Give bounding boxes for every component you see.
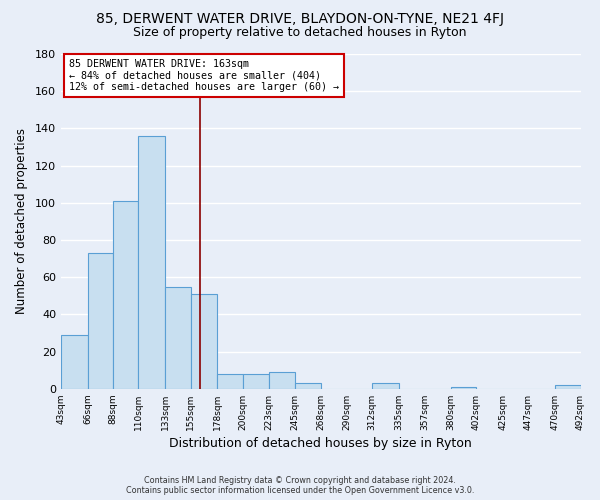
Text: 85, DERWENT WATER DRIVE, BLAYDON-ON-TYNE, NE21 4FJ: 85, DERWENT WATER DRIVE, BLAYDON-ON-TYNE… — [96, 12, 504, 26]
Bar — [555, 385, 581, 389]
Bar — [139, 136, 165, 389]
X-axis label: Distribution of detached houses by size in Ryton: Distribution of detached houses by size … — [169, 437, 472, 450]
Bar — [372, 383, 399, 389]
Bar — [88, 253, 113, 389]
Bar — [165, 286, 191, 389]
Bar — [217, 374, 242, 389]
Bar — [295, 383, 321, 389]
Bar — [242, 374, 269, 389]
Bar — [191, 294, 217, 389]
Bar — [61, 335, 88, 389]
Text: 85 DERWENT WATER DRIVE: 163sqm
← 84% of detached houses are smaller (404)
12% of: 85 DERWENT WATER DRIVE: 163sqm ← 84% of … — [69, 59, 339, 92]
Text: Size of property relative to detached houses in Ryton: Size of property relative to detached ho… — [133, 26, 467, 39]
Bar — [113, 201, 139, 389]
Text: Contains HM Land Registry data © Crown copyright and database right 2024.
Contai: Contains HM Land Registry data © Crown c… — [126, 476, 474, 495]
Bar — [451, 387, 476, 389]
Bar — [269, 372, 295, 389]
Y-axis label: Number of detached properties: Number of detached properties — [15, 128, 28, 314]
